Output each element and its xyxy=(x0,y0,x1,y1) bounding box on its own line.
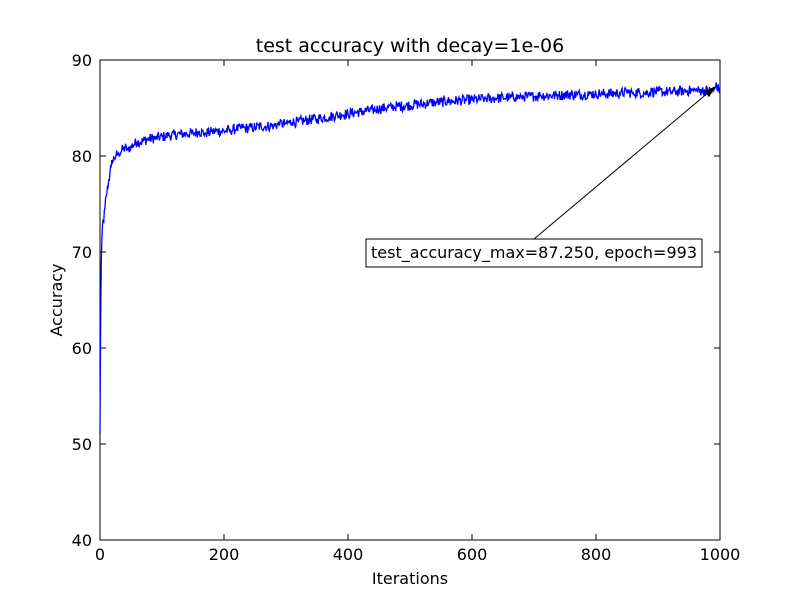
plot-area xyxy=(99,59,721,541)
axis-tick-labels: 0 200 400 600 800 1000 40 50 60 70 80 90 xyxy=(72,51,741,564)
y-tick-label: 40 xyxy=(72,531,92,550)
y-tick-label: 50 xyxy=(72,435,92,454)
annotation-group: test_accuracy_max=87.250, epoch=993 xyxy=(365,86,716,268)
x-axis-label: Iterations xyxy=(372,569,448,588)
x-tick-label: 400 xyxy=(333,545,364,564)
y-tick-label: 70 xyxy=(72,243,92,262)
annotation-arrow-line xyxy=(533,93,707,240)
annotation-box xyxy=(365,238,703,268)
series-line xyxy=(99,82,721,435)
x-tick-label: 800 xyxy=(581,545,612,564)
x-tick-label: 600 xyxy=(457,545,488,564)
annotation-arrow-head xyxy=(703,86,716,98)
axis-ticks xyxy=(99,59,721,541)
x-tick-label: 1000 xyxy=(700,545,741,564)
annotation-text: test_accuracy_max=87.250, epoch=993 xyxy=(371,243,697,263)
chart-title: test accuracy with decay=1e-06 xyxy=(256,35,564,57)
y-tick-label: 80 xyxy=(72,147,92,166)
y-tick-label: 60 xyxy=(72,339,92,358)
series-group xyxy=(99,82,721,435)
y-axis-label: Accuracy xyxy=(47,263,66,336)
x-tick-label: 200 xyxy=(209,545,240,564)
x-tick-label: 0 xyxy=(95,545,105,564)
y-tick-label: 90 xyxy=(72,51,92,70)
